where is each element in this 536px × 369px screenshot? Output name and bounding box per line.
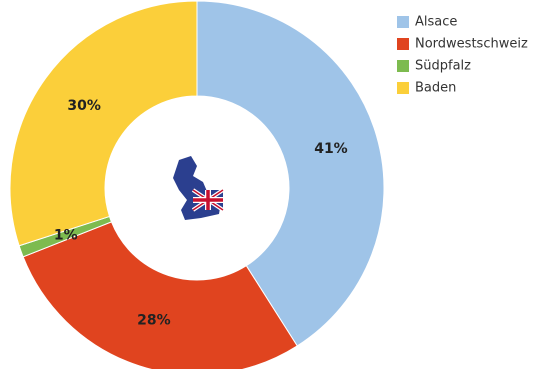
- data-label: 30%: [67, 98, 101, 114]
- legend-label: Alsace: [415, 15, 457, 30]
- legend-swatch: [397, 60, 409, 72]
- flag-cross-red: [193, 190, 223, 210]
- data-label: 41%: [314, 141, 348, 157]
- legend-label: Südpfalz: [415, 59, 471, 74]
- legend-swatch: [397, 82, 409, 94]
- data-label: 1%: [54, 227, 78, 243]
- legend-swatch: [397, 38, 409, 50]
- data-label: 28%: [137, 313, 171, 329]
- legend-swatch: [397, 16, 409, 28]
- legend-label: Nordwestschweiz: [415, 37, 528, 52]
- legend-label: Baden: [415, 81, 456, 96]
- center-icon: [173, 156, 225, 220]
